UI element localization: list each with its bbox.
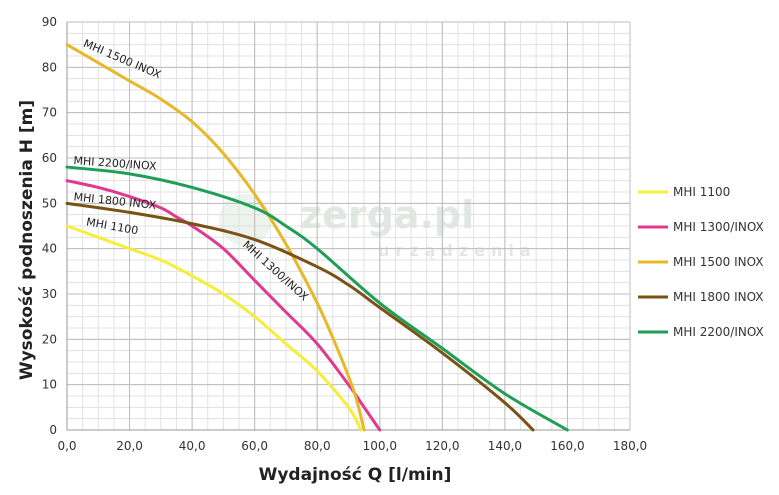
- y-tick-labels: 0 10 20 30 40 50 60 70 80 90: [42, 15, 57, 437]
- y-tick-label: 90: [42, 15, 57, 29]
- series-line-mhi-1300-inox: [65, 179, 382, 432]
- y-tick-label: 0: [49, 423, 57, 437]
- series-line-mhi-1500-inox: [65, 43, 366, 432]
- x-axis-title: Wydajność Q [l/min]: [259, 465, 452, 485]
- x-tick-label: 80,0: [304, 439, 331, 453]
- legend: MHI 1100 MHI 1300/INOX MHI 1500 INOX MHI 18…: [638, 185, 764, 339]
- x-tick-label: 60,0: [241, 439, 268, 453]
- legend-label-mhi-1500-inox: MHI 1500 INOX: [673, 255, 764, 269]
- curve-label-mhi-2200-inox: MHI 2200/INOX: [73, 154, 157, 173]
- x-tick-label: 100,0: [363, 439, 397, 453]
- x-tick-label: 160,0: [550, 439, 584, 453]
- y-tick-label: 30: [42, 287, 57, 301]
- series-line-mhi-1100: [65, 224, 363, 432]
- legend-label-mhi-1300-inox: MHI 1300/INOX: [673, 220, 764, 234]
- series-line-mhi-1800-inox: [65, 201, 535, 432]
- watermark-subtext: urządzenia: [378, 241, 537, 260]
- x-tick-label: 140,0: [488, 439, 522, 453]
- y-tick-label: 80: [42, 60, 57, 74]
- legend-label-mhi-1100: MHI 1100: [673, 185, 730, 199]
- y-tick-label: 50: [42, 196, 57, 210]
- minor-grid: [66, 21, 631, 431]
- legend-label-mhi-1800-inox: MHI 1800 INOX: [673, 290, 764, 304]
- x-tick-label: 20,0: [116, 439, 143, 453]
- y-tick-label: 40: [42, 242, 57, 256]
- x-tick-label: 40,0: [179, 439, 206, 453]
- watermark-logo-icon: [219, 194, 271, 246]
- y-tick-label: 60: [42, 151, 57, 165]
- x-tick-labels: 0,0 20,0 40,0 60,0 80,0 100,0 120,0 140,0 160,0 1…: [57, 439, 647, 453]
- legend-label-mhi-2200-inox: MHI 2200/INOX: [673, 325, 764, 339]
- y-axis-title: Wysokość podnoszenia H [m]: [17, 100, 37, 380]
- x-tick-label: 120,0: [425, 439, 459, 453]
- y-tick-label: 10: [42, 378, 57, 392]
- series-curves: [65, 43, 569, 432]
- y-tick-label: 70: [42, 106, 57, 120]
- x-tick-label: 180,0: [613, 439, 647, 453]
- x-tick-label: 0,0: [57, 439, 76, 453]
- series-line-mhi-2200-inox: [65, 165, 569, 432]
- y-tick-label: 20: [42, 332, 57, 346]
